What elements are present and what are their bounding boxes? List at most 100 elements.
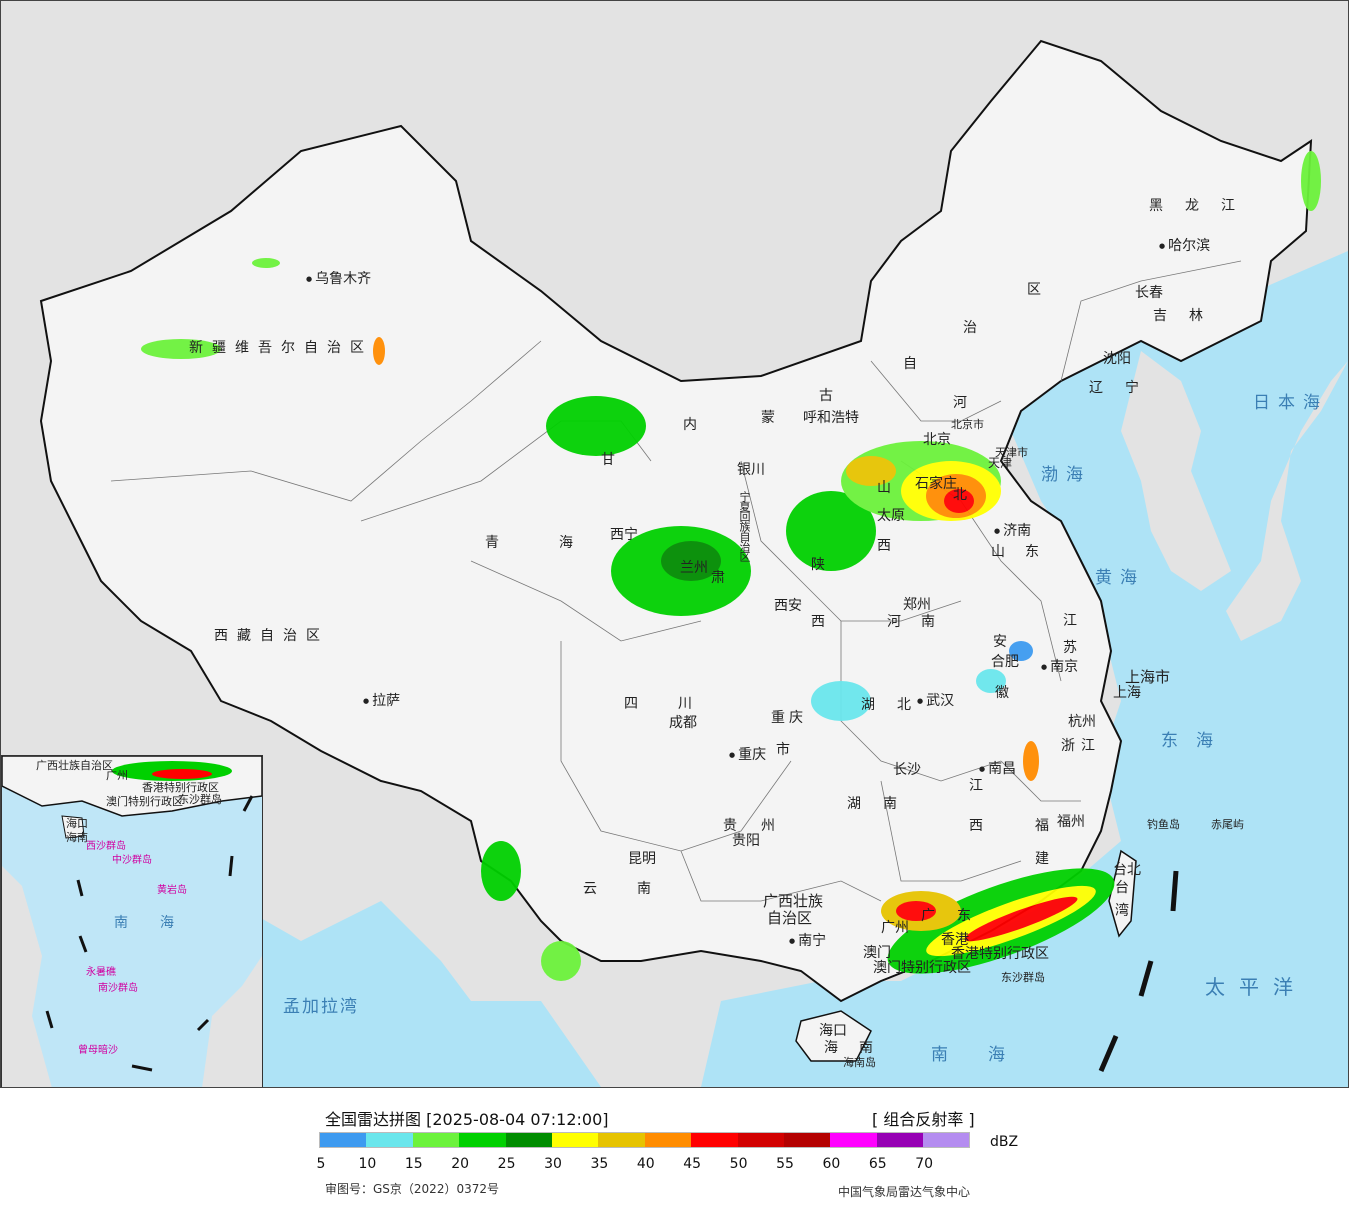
sea-bohai: 渤海 bbox=[1041, 465, 1091, 485]
label-zhejiang: 浙江 bbox=[1061, 738, 1101, 754]
legend-tick: 35 bbox=[590, 1156, 609, 1172]
label-guizhou: 贵州 bbox=[723, 818, 799, 834]
label-shi-cq: 市 bbox=[776, 742, 790, 758]
island-diaoyu: 钓鱼岛 bbox=[1147, 818, 1180, 831]
label-fu: 福 bbox=[1035, 818, 1049, 834]
island-hainan: 海南岛 bbox=[843, 1056, 876, 1069]
inset-label-haikou: 海口 bbox=[66, 817, 88, 830]
legend-panel: 全国雷达拼图 [2025-08-04 07:12:00] [ 组合反射率 ] d… bbox=[0, 1088, 1349, 1208]
label-su: 肃 bbox=[711, 570, 725, 586]
city-shanghai: 上海 bbox=[1113, 685, 1141, 701]
label-zi: 自 bbox=[903, 356, 917, 372]
hainan bbox=[795, 1010, 872, 1062]
region-hongkong-sar: 香港特别行政区 bbox=[951, 946, 1049, 962]
label-gu: 古 bbox=[819, 388, 833, 404]
legend-tick: 50 bbox=[729, 1156, 748, 1172]
label-su-js: 苏 bbox=[1063, 640, 1077, 656]
inset-label-hai: 海 bbox=[160, 915, 182, 931]
legend-title: 全国雷达拼图 [2025-08-04 07:12:00] bbox=[325, 1110, 609, 1129]
city-tianjin: 天津 bbox=[988, 456, 1013, 470]
legend-swatch-4 bbox=[505, 1133, 552, 1147]
island-dongsha: 东沙群岛 bbox=[1001, 971, 1045, 984]
label-henan: 河南 bbox=[887, 614, 955, 630]
label-chongqing: 重庆 bbox=[771, 710, 807, 726]
inset-label-dongsha: 东沙群岛 bbox=[178, 793, 222, 806]
label-xi-jx: 西 bbox=[969, 818, 983, 834]
legend-swatch-0 bbox=[320, 1133, 367, 1147]
legend-swatch-6 bbox=[598, 1133, 645, 1147]
legend-swatch-12 bbox=[876, 1133, 924, 1147]
label-wan: 湾 bbox=[1115, 903, 1129, 919]
city-guiyang: 贵阳 bbox=[732, 833, 760, 849]
label-jian: 建 bbox=[1035, 851, 1049, 867]
legend-tick: 30 bbox=[544, 1156, 562, 1172]
radar-echoes bbox=[141, 151, 1321, 981]
radar-map[interactable]: 新疆维吾尔自治区 西藏自治区 青海 甘 肃 内 蒙 古 自 治 区 黑龙江 吉林… bbox=[0, 0, 1349, 1088]
sea-bengal: 孟加拉湾 bbox=[283, 997, 359, 1017]
inset-label-hksar: 香港特别行政区 bbox=[142, 781, 219, 794]
label-xi-shanxi: 西 bbox=[877, 538, 891, 554]
city-lanzhou: 兰州 bbox=[680, 560, 708, 576]
city-macau: 澳门 bbox=[863, 945, 891, 961]
legend-tick: 10 bbox=[358, 1156, 377, 1172]
city-jinan: 济南 bbox=[994, 524, 1031, 538]
legend-swatch-7 bbox=[644, 1133, 692, 1147]
legend-tick: 40 bbox=[636, 1156, 655, 1172]
city-chengdu: 成都 bbox=[669, 715, 697, 731]
inset-label-guangzhou: 广州 bbox=[106, 769, 128, 782]
city-nanchang: 南昌 bbox=[979, 762, 1016, 776]
city-hongkong: 香港 bbox=[941, 932, 969, 948]
inset-label-macausar: 澳门特别行政区 bbox=[106, 795, 183, 808]
agency-name: 中国气象局雷达气象中心 bbox=[838, 1185, 971, 1199]
south-china-sea-inset: 广西壮族自治区 广州 香港特别行政区 澳门特别行政区 东沙群岛 海口 海南 西沙… bbox=[1, 755, 263, 1087]
korea bbox=[1121, 351, 1231, 591]
legend-swatch-9 bbox=[737, 1133, 784, 1147]
label-nei: 内 bbox=[683, 417, 697, 433]
region-beijing-shi: 北京市 bbox=[951, 418, 984, 431]
city-changsha: 长沙 bbox=[893, 762, 921, 778]
label-gan: 甘 bbox=[601, 452, 615, 468]
inset-label-hainan: 海南 bbox=[66, 831, 88, 844]
sea-pacific: 太平洋 bbox=[1205, 975, 1307, 999]
label-he: 河 bbox=[953, 395, 967, 411]
sea-japan: 日本海 bbox=[1253, 393, 1328, 413]
inset-label-xisha: 西沙群岛 bbox=[86, 841, 126, 852]
label-liaoning: 辽宁 bbox=[1089, 380, 1161, 396]
sea-donghai: 东海 bbox=[1161, 731, 1231, 751]
legend-swatch-13 bbox=[923, 1133, 970, 1147]
city-yinchuan: 银川 bbox=[737, 462, 765, 478]
region-macau-sar: 澳门特别行政区 bbox=[873, 960, 971, 976]
city-xining: 西宁 bbox=[610, 527, 638, 543]
legend-product: [ 组合反射率 ] bbox=[872, 1110, 975, 1129]
label-yunnan: 云南 bbox=[583, 881, 691, 897]
label-guang: 广 bbox=[921, 908, 935, 924]
inset-label-zhongsha: 中沙群岛 bbox=[112, 855, 152, 866]
label-guangxi-zzq: 自治区 bbox=[767, 909, 813, 927]
label-nan-hn: 南 bbox=[859, 1040, 873, 1056]
label-xi-shaanxi: 西 bbox=[811, 614, 825, 630]
label-shanghai-shi: 上海市 bbox=[1125, 668, 1171, 686]
city-shijiazhuang: 石家庄 bbox=[915, 476, 957, 492]
label-shan: 山 bbox=[877, 480, 891, 496]
inset-label-guangxi: 广西壮族自治区 bbox=[36, 759, 113, 772]
island-chiwei: 赤尾屿 bbox=[1211, 818, 1244, 831]
label-jiang-jx: 江 bbox=[969, 778, 983, 794]
legend-swatch-11 bbox=[830, 1133, 877, 1147]
legend-tick: 20 bbox=[451, 1156, 470, 1172]
legend-swatch-2 bbox=[412, 1133, 460, 1147]
city-hefei: 合肥 bbox=[991, 654, 1019, 670]
label-zhi: 治 bbox=[963, 320, 977, 336]
label-xinjiang: 新疆维吾尔自治区 bbox=[189, 340, 373, 356]
sea-nanhai: 南海 bbox=[931, 1045, 1045, 1065]
city-zhengzhou: 郑州 bbox=[903, 597, 931, 613]
label-qu: 区 bbox=[1027, 282, 1041, 298]
city-xian: 西安 bbox=[774, 598, 802, 614]
label-tai: 台 bbox=[1115, 880, 1129, 896]
city-wuhan: 武汉 bbox=[917, 694, 954, 708]
legend-tick: 70 bbox=[915, 1156, 934, 1172]
legend-swatch-1 bbox=[366, 1133, 413, 1147]
region-tianjin-shi: 天津市 bbox=[995, 446, 1028, 459]
legend-unit: dBZ bbox=[990, 1134, 1019, 1150]
legend-swatch-10 bbox=[783, 1133, 831, 1147]
legend-tick: 55 bbox=[776, 1156, 794, 1172]
